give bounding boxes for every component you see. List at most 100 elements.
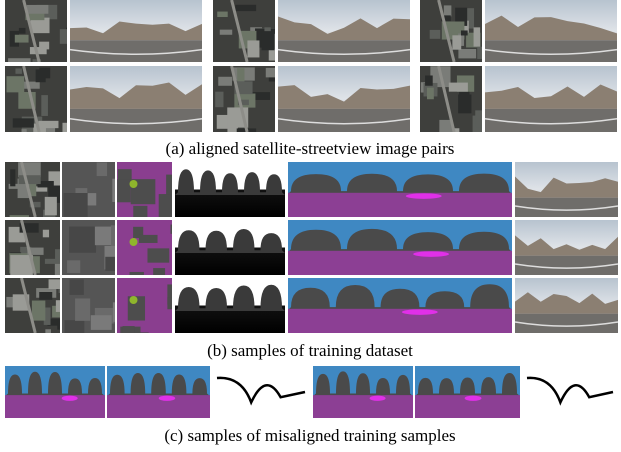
buildings [515, 176, 618, 198]
buildings [70, 21, 202, 41]
panel [5, 162, 60, 217]
road [20, 278, 37, 333]
depth-buildings [175, 284, 285, 311]
figure-panels [5, 0, 618, 418]
roof [473, 27, 481, 47]
panel [5, 278, 60, 333]
block [75, 298, 91, 321]
roof [443, 5, 452, 17]
roof [426, 87, 434, 100]
road [437, 66, 456, 132]
roof [29, 47, 47, 55]
road [70, 108, 202, 132]
roof [9, 215, 29, 217]
roof [55, 249, 60, 262]
panel [175, 162, 285, 217]
roof [32, 59, 41, 62]
seg-building [129, 271, 144, 275]
caption-b: (b) samples of training dataset [207, 341, 413, 360]
panel [5, 66, 67, 132]
panel [415, 366, 520, 418]
seg-building [167, 297, 172, 310]
skyline-bg [522, 366, 618, 418]
roof [25, 9, 45, 21]
building-label [288, 284, 512, 310]
roof [42, 229, 50, 238]
block [112, 302, 115, 322]
roof [55, 300, 60, 312]
panel [62, 162, 115, 217]
panel [288, 162, 512, 217]
seg-building [170, 224, 172, 234]
building-label [313, 371, 413, 397]
ground-label [313, 395, 413, 418]
lane [515, 263, 618, 269]
roof [62, 122, 67, 132]
road-label [61, 395, 78, 401]
roof [32, 186, 48, 192]
panel [117, 278, 172, 333]
roof [14, 34, 29, 43]
roof [452, 128, 460, 132]
building-label [107, 372, 210, 397]
lane [70, 118, 202, 125]
panel [420, 66, 482, 132]
roof [10, 169, 16, 187]
road [20, 220, 37, 275]
block [69, 279, 84, 295]
roof [8, 183, 19, 189]
lane [515, 321, 618, 327]
roof [58, 287, 60, 294]
roof [460, 30, 468, 36]
seg-building [166, 174, 172, 195]
roof [21, 129, 27, 132]
roof [43, 307, 51, 325]
lane [278, 48, 410, 55]
road-label [401, 309, 438, 315]
panel [62, 278, 115, 333]
panel [117, 220, 172, 275]
block [105, 256, 115, 271]
road [20, 162, 37, 217]
depth-buildings [175, 229, 285, 253]
roof [12, 118, 34, 128]
ground-label [288, 308, 512, 333]
block [67, 260, 81, 273]
roof [268, 41, 275, 61]
panel [313, 366, 413, 418]
seg-map [117, 220, 172, 275]
road [230, 66, 249, 132]
roof [48, 171, 60, 186]
seg-tree [129, 180, 138, 188]
roof [235, 4, 257, 12]
road [278, 40, 410, 62]
roof [215, 91, 224, 108]
road [230, 0, 249, 62]
road-label [158, 395, 176, 401]
roof [425, 75, 433, 86]
seg-tree [129, 296, 138, 304]
depth-buildings [175, 169, 285, 195]
roof [57, 319, 60, 330]
roof [44, 258, 60, 264]
building-label [415, 373, 520, 397]
block [90, 315, 112, 330]
seg-building [147, 248, 170, 263]
panel [213, 66, 275, 132]
building-label [288, 228, 512, 252]
block [64, 320, 85, 333]
panel [213, 0, 275, 62]
road-label [464, 395, 482, 401]
roof [265, 67, 275, 78]
roof [39, 291, 53, 300]
roof [429, 29, 441, 39]
buildings [278, 16, 410, 41]
roof [45, 329, 51, 333]
panel [117, 162, 172, 217]
building-label [288, 173, 512, 194]
roof [216, 114, 230, 129]
road-label [413, 251, 450, 257]
roof [10, 255, 33, 275]
